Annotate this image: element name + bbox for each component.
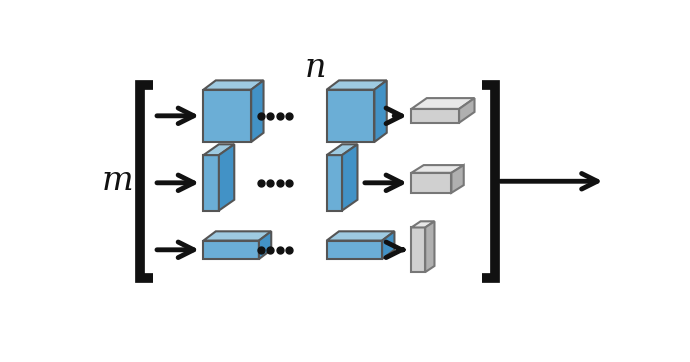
Polygon shape bbox=[204, 144, 235, 155]
Polygon shape bbox=[425, 221, 435, 272]
Text: m: m bbox=[101, 165, 133, 197]
Polygon shape bbox=[204, 231, 271, 241]
Polygon shape bbox=[459, 98, 475, 123]
Polygon shape bbox=[375, 80, 386, 142]
Polygon shape bbox=[204, 155, 219, 211]
Polygon shape bbox=[204, 90, 251, 142]
Polygon shape bbox=[411, 221, 435, 227]
Polygon shape bbox=[326, 80, 386, 90]
Polygon shape bbox=[204, 80, 264, 90]
Polygon shape bbox=[259, 231, 271, 259]
Polygon shape bbox=[251, 80, 264, 142]
Polygon shape bbox=[411, 109, 459, 123]
Polygon shape bbox=[451, 165, 464, 193]
Polygon shape bbox=[204, 241, 259, 259]
Polygon shape bbox=[219, 144, 235, 211]
Polygon shape bbox=[411, 165, 464, 173]
Text: n: n bbox=[304, 52, 326, 84]
Polygon shape bbox=[382, 231, 395, 259]
Polygon shape bbox=[326, 241, 382, 259]
Polygon shape bbox=[342, 144, 357, 211]
Polygon shape bbox=[326, 231, 395, 241]
Polygon shape bbox=[326, 155, 342, 211]
Polygon shape bbox=[411, 98, 475, 109]
Polygon shape bbox=[411, 227, 425, 272]
Polygon shape bbox=[326, 144, 357, 155]
Polygon shape bbox=[411, 173, 451, 193]
Polygon shape bbox=[326, 90, 375, 142]
